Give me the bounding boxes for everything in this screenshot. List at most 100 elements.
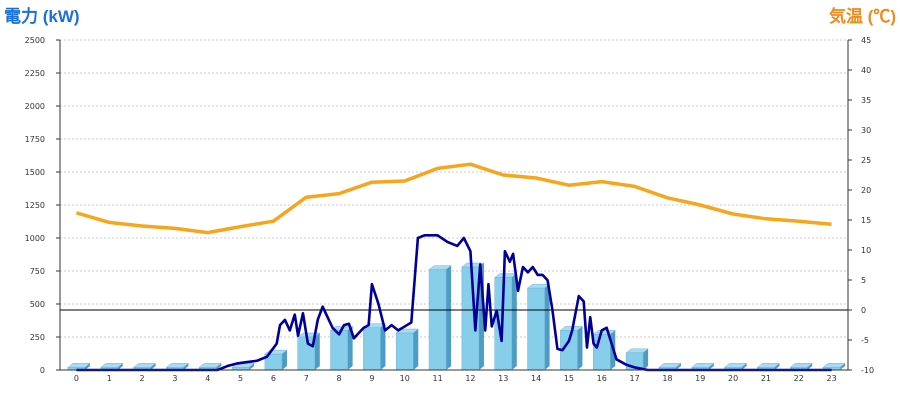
x-tick-label: 7 xyxy=(304,374,309,383)
x-tick-label: 13 xyxy=(498,374,508,383)
bar-front xyxy=(395,332,414,371)
x-tick-label: 5 xyxy=(238,374,243,383)
power-bar xyxy=(592,330,616,371)
right-axis-title: 気温 (℃) xyxy=(828,6,896,26)
x-tick-label: 15 xyxy=(564,374,574,383)
power-bar xyxy=(789,363,813,371)
bar-front xyxy=(363,327,381,371)
power-bar xyxy=(198,363,222,371)
x-tick-label: 23 xyxy=(826,374,836,383)
x-tick-label: 3 xyxy=(172,374,177,383)
right-tick-label: 45 xyxy=(861,36,871,45)
bar-side xyxy=(249,363,255,370)
bar-side xyxy=(446,265,452,370)
bar-side xyxy=(708,363,714,370)
left-tick-label: 1750 xyxy=(25,135,45,144)
power-bar xyxy=(395,328,419,371)
power-bar xyxy=(428,265,452,371)
bar-front xyxy=(428,269,447,371)
bar-side xyxy=(216,363,222,370)
left-tick-label: 1250 xyxy=(25,201,45,210)
x-tick-label: 1 xyxy=(107,374,112,383)
x-tick-label: 10 xyxy=(400,374,410,383)
right-tick-label: 0 xyxy=(861,306,866,315)
right-tick-label: -5 xyxy=(861,336,869,345)
x-tick-label: 11 xyxy=(432,374,442,383)
bar-front xyxy=(297,336,316,371)
left-tick-label: 1500 xyxy=(25,168,45,177)
bar-side xyxy=(314,333,320,370)
bar-side xyxy=(675,363,681,370)
bar-side xyxy=(544,284,550,370)
x-tick-label: 16 xyxy=(597,374,607,383)
left-axis-title: 電力 (kW) xyxy=(4,6,80,26)
left-tick-label: 250 xyxy=(30,333,45,342)
x-tick-label: 14 xyxy=(531,374,541,383)
bar-side xyxy=(643,348,649,370)
left-tick-label: 1000 xyxy=(25,234,45,243)
right-tick-label: 20 xyxy=(861,186,871,195)
x-tick-label: 19 xyxy=(695,374,705,383)
bar-side xyxy=(380,323,386,370)
power-bars xyxy=(67,262,846,371)
x-tick-label: 0 xyxy=(74,374,79,383)
right-tick-label: 30 xyxy=(861,126,871,135)
x-tick-label: 21 xyxy=(761,374,771,383)
bar-side xyxy=(774,363,780,370)
right-tick-label: -10 xyxy=(861,366,874,375)
left-tick-label: 2250 xyxy=(25,69,45,78)
power-bar xyxy=(658,363,682,371)
left-tick-label: 0 xyxy=(40,366,45,375)
left-tick-label: 2500 xyxy=(25,36,45,45)
left-tick-label: 2000 xyxy=(25,102,45,111)
temperature-line xyxy=(75,162,832,235)
right-tick-label: 5 xyxy=(861,276,866,285)
x-tick-label: 4 xyxy=(205,374,210,383)
power-bar xyxy=(756,363,781,371)
power-bar xyxy=(297,332,321,371)
x-tick-label: 17 xyxy=(629,374,639,383)
power-bar xyxy=(67,363,91,371)
x-tick-label: 6 xyxy=(271,374,276,383)
x-tick-label: 8 xyxy=(337,374,342,383)
x-tick-label: 20 xyxy=(728,374,738,383)
power-bar xyxy=(165,363,190,371)
x-tick-label: 12 xyxy=(465,374,475,383)
bar-side xyxy=(741,363,747,370)
axes: 02505007501000125015001750200022502500-1… xyxy=(25,36,874,383)
bar-side xyxy=(281,350,287,370)
power-bar xyxy=(691,363,715,371)
right-tick-label: 10 xyxy=(861,246,871,255)
series-lines xyxy=(60,162,848,372)
left-tick-label: 500 xyxy=(30,300,45,309)
power-bar xyxy=(362,323,387,371)
bar-side xyxy=(840,363,846,370)
bar-side xyxy=(413,329,419,370)
power-bar xyxy=(329,326,354,371)
bar-front xyxy=(592,334,611,371)
grid xyxy=(60,39,848,338)
bar-side xyxy=(807,363,813,370)
power-bar xyxy=(100,363,124,371)
right-tick-label: 35 xyxy=(861,96,871,105)
right-tick-label: 15 xyxy=(861,216,871,225)
x-tick-label: 18 xyxy=(662,374,672,383)
power-bar xyxy=(132,363,157,371)
x-tick-label: 22 xyxy=(794,374,804,383)
x-tick-label: 9 xyxy=(369,374,374,383)
power-line xyxy=(76,234,832,372)
bar-side xyxy=(84,363,90,370)
bar-side xyxy=(347,326,353,370)
bar-side xyxy=(117,363,123,370)
x-tick-label: 2 xyxy=(140,374,145,383)
bar-side xyxy=(577,326,583,370)
right-tick-label: 40 xyxy=(861,66,871,75)
bar-side xyxy=(183,363,189,370)
power-bar xyxy=(526,283,551,371)
bar-side xyxy=(150,363,156,370)
right-tick-label: 25 xyxy=(861,156,871,165)
power-bar xyxy=(723,363,748,371)
bar-front xyxy=(330,330,348,371)
left-tick-label: 750 xyxy=(30,267,45,276)
